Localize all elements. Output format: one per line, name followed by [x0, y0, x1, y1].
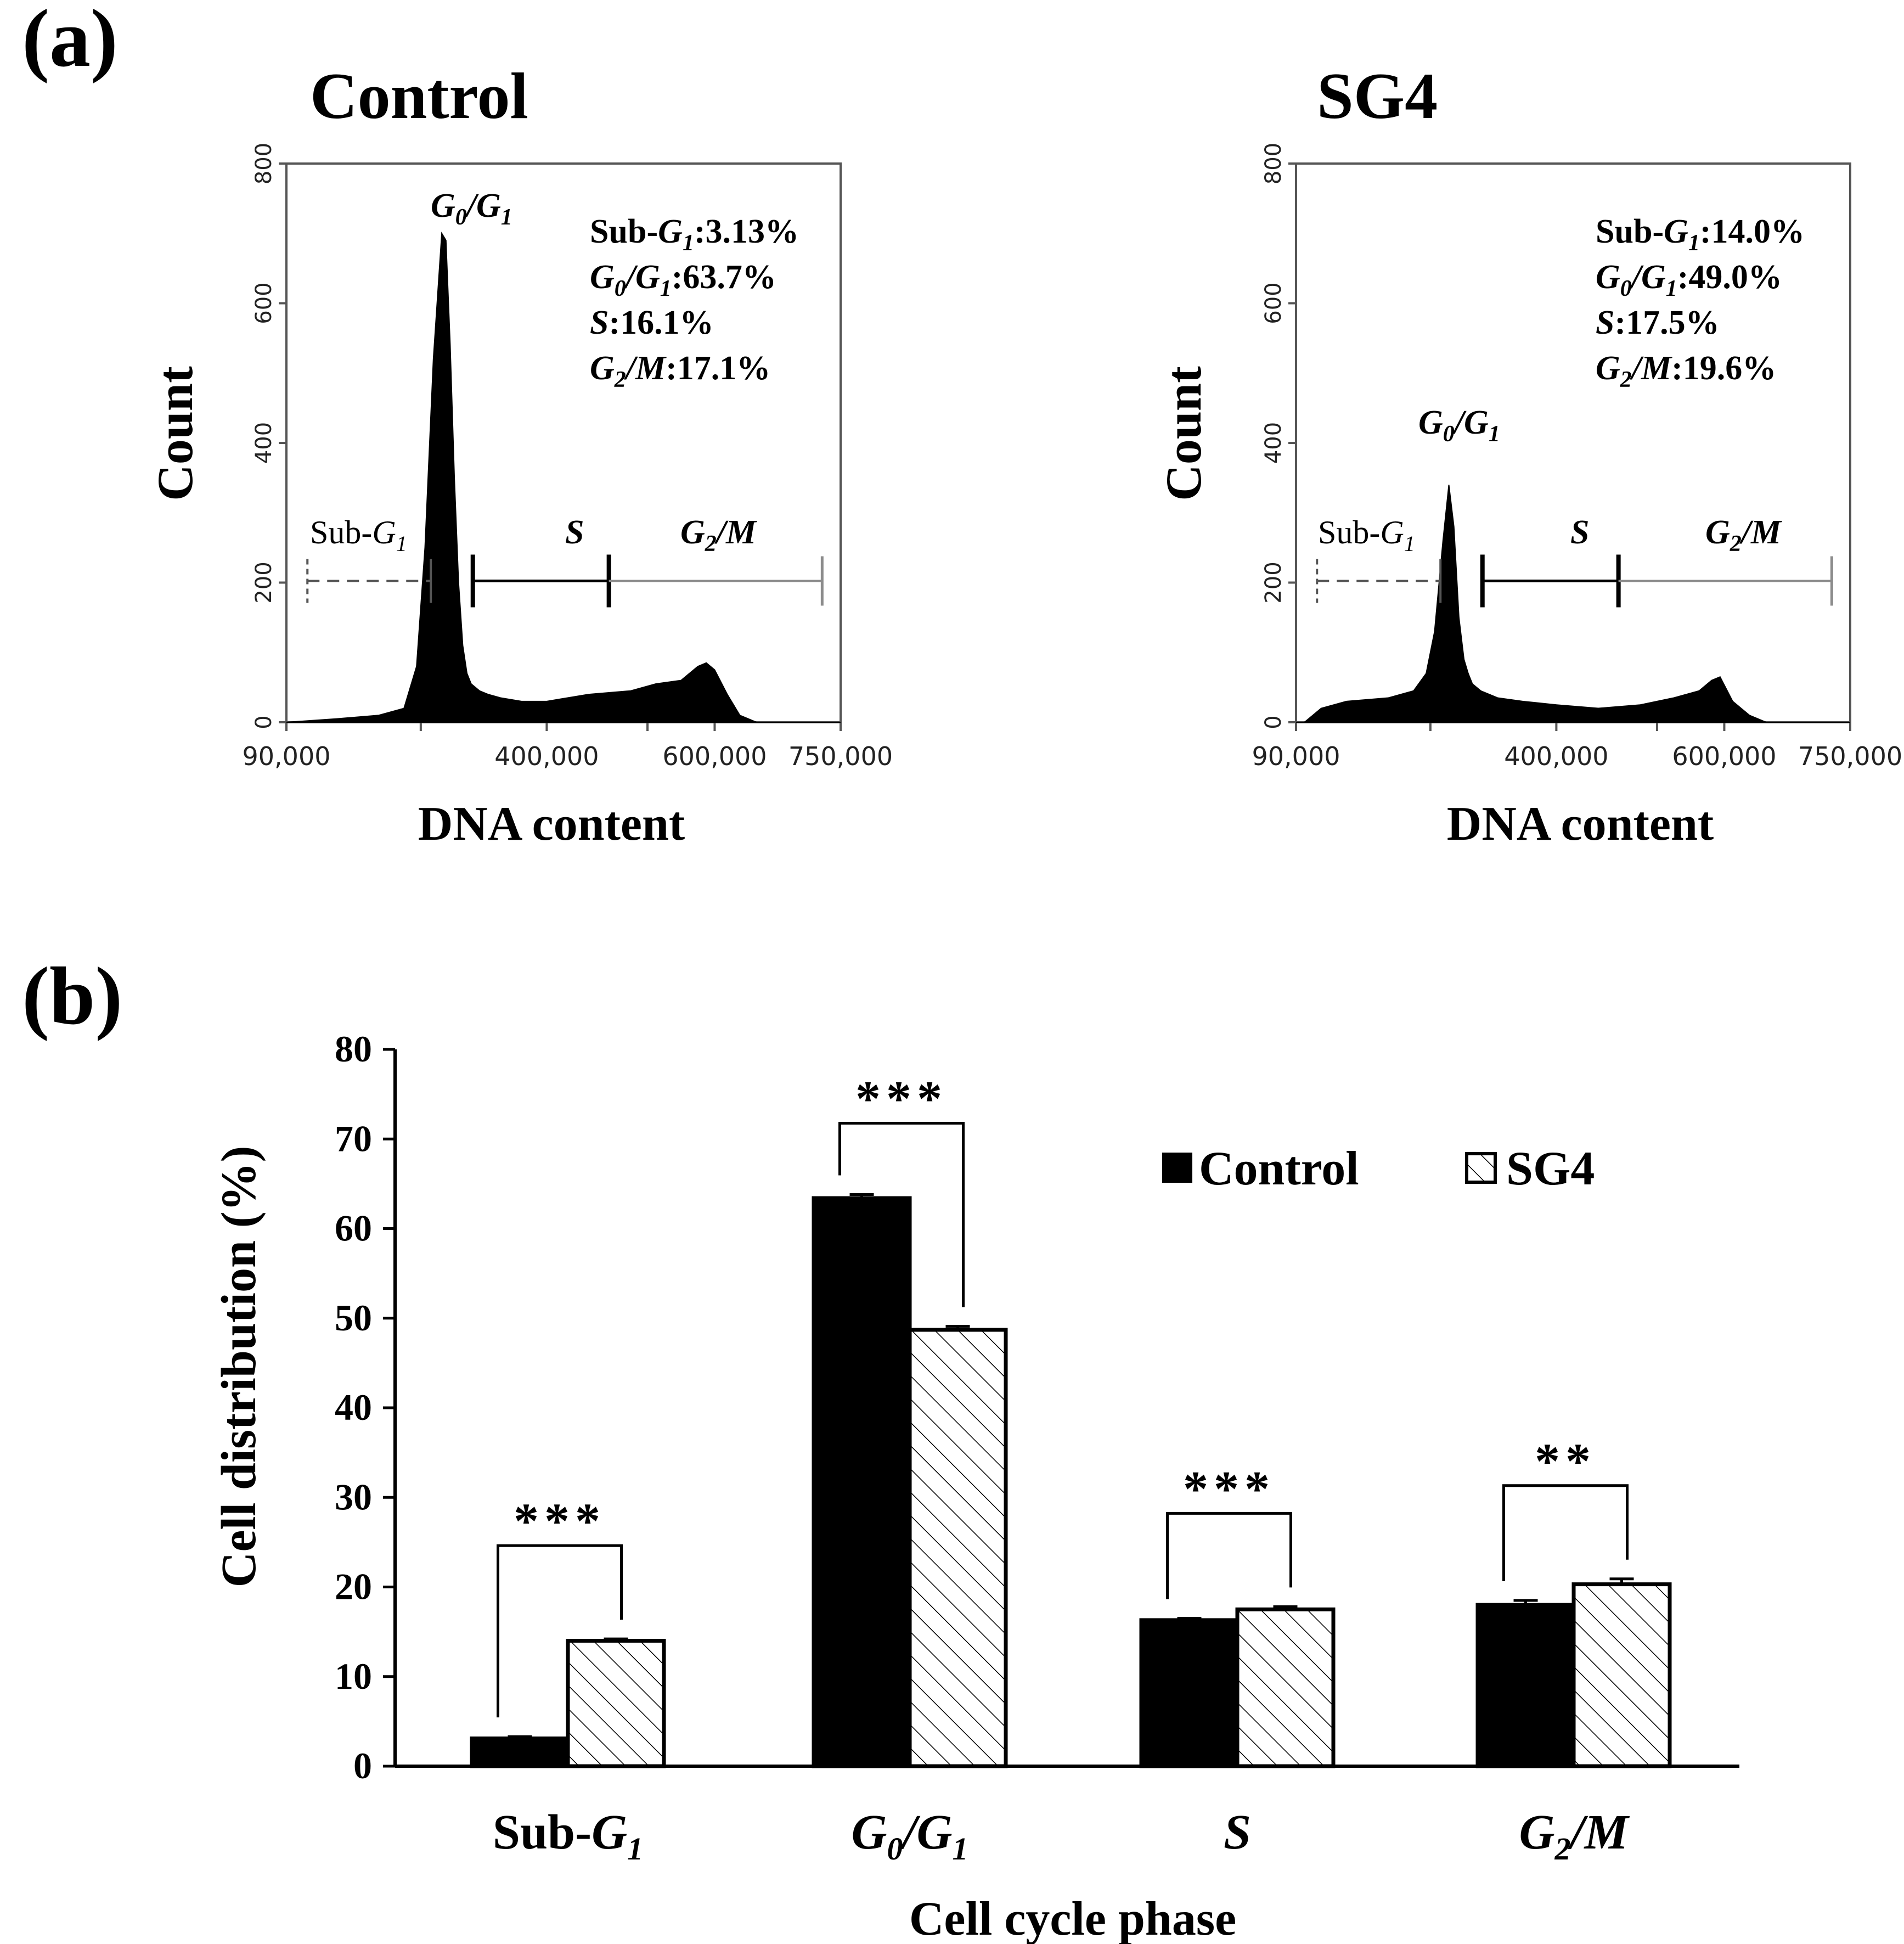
bar-sg4 [1571, 1582, 1672, 1768]
y-tick-label: 200 [251, 561, 277, 603]
y-tick-label: 60 [335, 1207, 372, 1249]
significance-bracket [838, 1121, 965, 1307]
significance-stars: *** [1183, 1460, 1275, 1516]
stat-s: S:16.1% [590, 304, 714, 341]
stat-g0g1: G0/G1:49.0% [1596, 259, 1782, 301]
x-axis-label: DNA content [1447, 797, 1714, 851]
x-tick-label: 600,000 [662, 741, 767, 771]
histogram-title: Control [310, 59, 528, 132]
stat-s: S:17.5% [1596, 304, 1720, 341]
bar-sg4 [908, 1328, 1008, 1768]
bar-control [1475, 1603, 1576, 1768]
panel-b-label: (b) [22, 951, 122, 1042]
category-label: S [1224, 1805, 1251, 1859]
legend-label-sg4: SG4 [1506, 1142, 1595, 1195]
significance-stars: *** [855, 1070, 948, 1126]
y-tick-label: 0 [251, 715, 277, 729]
category-label: Sub-G1 [493, 1805, 643, 1867]
x-tick-label: 400,000 [1504, 741, 1608, 771]
histogram-area [286, 232, 841, 723]
y-axis-label: Count [147, 366, 203, 501]
gate-label-subg1: Sub-G1 [1318, 514, 1415, 556]
peak-label: G0/G1 [431, 187, 512, 230]
legend-swatch-sg4 [1465, 1152, 1497, 1184]
gate-markers [1316, 554, 1833, 608]
plot-frame: 0 200 400 600 800 90,000 400,000 600,000 750,000 [1252, 143, 1903, 771]
x-tick-label: 750,000 [788, 741, 893, 771]
y-tick-label: 800 [1261, 143, 1286, 184]
bar-layer: 0 10 20 30 40 50 60 70 80 *** Sub-G1 *** G0/G1 *** S **… [335, 1028, 1739, 1867]
y-tick-label: 200 [1261, 561, 1286, 603]
x-tick-label: 90,000 [243, 741, 331, 771]
y-tick-label: 10 [335, 1655, 372, 1697]
y-tick-label: 600 [1261, 282, 1286, 324]
significance-stars: ** [1535, 1433, 1596, 1489]
bar-sg4 [1235, 1607, 1336, 1768]
y-axis-label: Count [1156, 366, 1212, 501]
gate-label-g2m: G2/M [680, 514, 757, 557]
legend-swatch-control [1162, 1153, 1192, 1183]
category-label: G0/G1 [852, 1805, 968, 1867]
x-axis-label: DNA content [418, 797, 685, 851]
y-tick-label: 800 [251, 143, 277, 184]
gate-markers [306, 554, 824, 608]
stat-subg1: Sub-G1:14.0% [1596, 213, 1805, 256]
stat-g0g1: G0/G1:63.7% [590, 259, 776, 301]
bar-control [812, 1196, 912, 1768]
bar-chart: Cell distribution (%) Cell cycle phase 0… [212, 1028, 1739, 1944]
legend-label-control: Control [1199, 1142, 1359, 1195]
legend: Control SG4 [1162, 1142, 1595, 1195]
peak-label: G0/G1 [1418, 404, 1500, 447]
gate-label-subg1: Sub-G1 [310, 514, 407, 556]
histogram-control: Control Count DNA content 0 200 400 600 800 9… [147, 59, 893, 851]
plot-frame: 0 200 400 600 800 90,000 400,000 600,000 750,000 [243, 143, 893, 771]
stat-g2m: G2/M:19.6% [1596, 350, 1776, 392]
y-tick-label: 0 [1261, 715, 1286, 729]
x-tick-label: 90,000 [1252, 741, 1340, 771]
y-tick-label: 30 [335, 1476, 372, 1518]
significance-bracket [497, 1544, 623, 1718]
y-tick-label: 80 [335, 1028, 372, 1070]
significance-bracket [1502, 1484, 1629, 1581]
y-tick-label: 70 [335, 1117, 372, 1159]
stats-box: Sub-G1:3.13% G0/G1:63.7% S:16.1% G2/M:17… [590, 213, 799, 392]
gate-label-s: S [1570, 514, 1589, 551]
y-axis-label: Cell distribution (%) [212, 1145, 266, 1587]
y-tick-label: 20 [335, 1566, 372, 1608]
histogram-sg4: SG4 Count DNA content 0 200 400 600 800 90,00… [1156, 59, 1902, 851]
x-axis-label: Cell cycle phase [909, 1892, 1236, 1944]
stat-subg1: Sub-G1:3.13% [590, 213, 799, 256]
x-tick-label: 750,000 [1798, 741, 1902, 771]
x-tick-label: 400,000 [494, 741, 599, 771]
stat-g2m: G2/M:17.1% [590, 350, 770, 392]
bar-control [1139, 1618, 1240, 1768]
x-tick-label: 600,000 [1672, 741, 1776, 771]
gate-label-g2m: G2/M [1705, 514, 1782, 557]
category-label: G2/M [1519, 1805, 1630, 1867]
bar-sg4 [566, 1638, 666, 1768]
y-tick-label: 50 [335, 1297, 372, 1339]
y-tick-label: 600 [251, 282, 277, 324]
panel-a-label: (a) [22, 0, 118, 84]
histogram-area [1296, 485, 1850, 723]
y-tick-label: 400 [251, 422, 277, 464]
stats-box: Sub-G1:14.0% G0/G1:49.0% S:17.5% G2/M:19… [1596, 213, 1805, 392]
gate-label-s: S [565, 514, 584, 551]
bar-control [470, 1736, 570, 1768]
significance-stars: *** [514, 1493, 606, 1549]
histogram-title: SG4 [1317, 59, 1438, 132]
significance-bracket [1166, 1512, 1292, 1599]
y-tick-label: 0 [353, 1745, 372, 1786]
y-tick-label: 40 [335, 1386, 372, 1428]
y-tick-label: 400 [1261, 422, 1286, 464]
